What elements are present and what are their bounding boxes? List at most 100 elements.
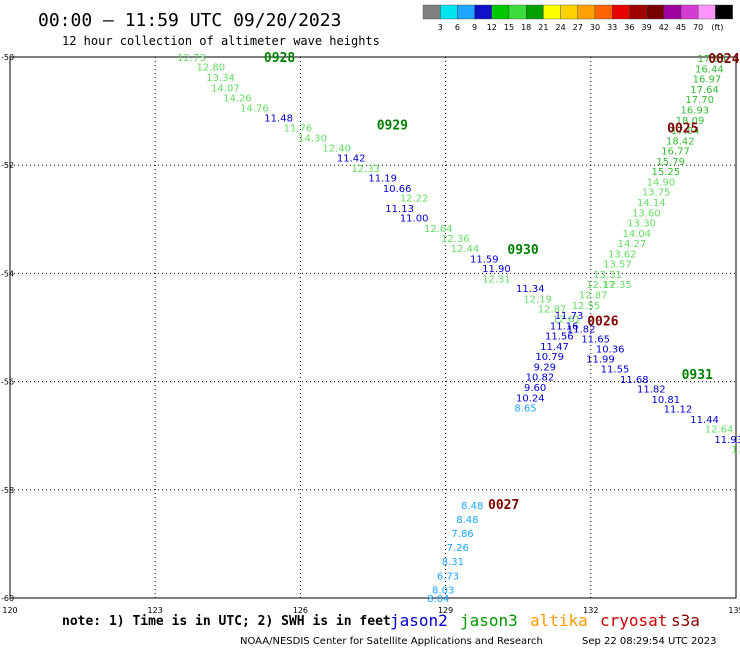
wave-height-value: 11.65 — [581, 334, 610, 345]
wave-height-value: 12.17 — [586, 280, 615, 291]
wave-height-value: 8.48 — [456, 515, 478, 526]
wave-height-value: 14.04 — [622, 229, 651, 240]
colorbar-swatch — [698, 4, 716, 20]
colorbar-label: 21 — [538, 23, 548, 32]
colorbar-swatch — [560, 4, 578, 20]
wave-height-value: 10.36 — [596, 345, 625, 356]
wave-height-value: 17.64 — [690, 85, 719, 96]
wave-height-value: 11.76 — [284, 123, 313, 134]
wave-height-value: 13.60 — [632, 208, 661, 219]
legend-cryosat: cryosat — [600, 611, 667, 630]
wave-height-value: 11.99 — [586, 354, 615, 365]
colorbar-label: 6 — [455, 23, 460, 32]
y-tick-label: -54 — [1, 269, 14, 278]
track-label: 0025 — [667, 121, 698, 136]
y-tick-label: -56 — [1, 378, 14, 387]
wave-height-value: 18.09 — [676, 116, 705, 127]
colorbar-label: 45 — [676, 23, 686, 32]
wave-height-value: 11.12 — [664, 405, 693, 416]
map-grid — [9, 56, 737, 599]
wave-height-value: 8.65 — [514, 404, 536, 415]
satellite-legend: jason2 jason3 altika cryosat s3a — [390, 611, 700, 630]
wave-height-value: 12.31 — [482, 274, 511, 285]
wave-height-value: 11.90 — [482, 264, 511, 275]
wave-height-value: 15.25 — [651, 167, 680, 178]
wave-height-value: 11.34 — [516, 284, 545, 295]
colorbar-swatch — [629, 4, 647, 20]
chart-subtitle: 12 hour collection of altimeter wave hei… — [62, 34, 380, 48]
x-tick-label: 135 — [728, 606, 740, 615]
wave-height-value: 13.31 — [593, 270, 622, 281]
wave-height-value: 14.26 — [223, 94, 252, 105]
wave-height-value: 13.57 — [603, 260, 632, 271]
wave-height-value: 10.24 — [516, 393, 545, 404]
colorbar-label: 3 — [438, 23, 443, 32]
wave-height-value: 12.22 — [400, 194, 429, 205]
wave-height-value: 13.62 — [608, 249, 637, 260]
wave-height-value: 11.47 — [540, 342, 569, 353]
wave-height-value: 14.07 — [211, 83, 240, 94]
colorbar-label: 9 — [472, 23, 477, 32]
track-label: 0931 — [682, 368, 713, 383]
colorbar-label: 24 — [556, 23, 566, 32]
wave-height-value: 11.56 — [545, 332, 574, 343]
colorbar-label: 39 — [642, 23, 652, 32]
colorbar: 3 6 9 12 15 18 21 24 27 30 33 36 39 42 45 70 (ft) — [422, 4, 733, 32]
y-tick-label: -58 — [1, 486, 14, 495]
wave-height-value: 7.26 — [447, 543, 469, 554]
wave-height-value: 10.79 — [535, 352, 564, 363]
wave-height-value: 11.73 — [555, 311, 584, 322]
wave-height-value: 15.79 — [656, 157, 685, 168]
wave-height-value: 12.19 — [523, 294, 552, 305]
wave-height-value: 12.80 — [197, 63, 226, 74]
wave-height-value: 14.27 — [618, 239, 647, 250]
wave-height-value: 12.73 — [177, 53, 206, 64]
colorbar-swatch — [474, 4, 493, 20]
wave-height-value: 18.42 — [666, 136, 695, 147]
wave-height-value: 11.44 — [690, 415, 719, 426]
colorbar-label: 27 — [573, 23, 583, 32]
wave-height-value: 8.31 — [442, 557, 464, 568]
wave-height-value: 11.82 — [637, 385, 666, 396]
colorbar-swatch — [422, 4, 441, 20]
x-tick-label: 132 — [583, 606, 598, 615]
colorbar-label: 30 — [590, 23, 600, 32]
wave-height-value: 12.55 — [572, 301, 601, 312]
wave-height-value: 13.78 — [731, 445, 740, 456]
colorbar-swatch — [646, 4, 664, 20]
y-tick-label: -60 — [1, 594, 14, 603]
wave-height-value: 12.33 — [351, 164, 380, 175]
y-tick-label: -52 — [1, 161, 14, 170]
wave-height-value: 9.29 — [534, 362, 556, 373]
wave-height-value: 11.82 — [567, 325, 596, 336]
track-label: 0024 — [708, 52, 739, 67]
wave-height-value: 8.48 — [461, 501, 483, 512]
wave-height-value: 12.40 — [322, 143, 351, 154]
wave-height-value: 12.44 — [451, 244, 480, 255]
x-tick-label: 123 — [148, 606, 163, 615]
wave-height-labels: 12.7312.8013.3414.0714.2614.7611.4811.76… — [177, 53, 740, 605]
x-tick-label: 120 — [2, 606, 17, 615]
colorbar-swatch — [594, 4, 613, 20]
colorbar-swatch — [612, 4, 630, 20]
footer-credit: NOAA/NESDIS Center for Satellite Applica… — [240, 636, 543, 647]
wave-height-value: 6.73 — [437, 571, 459, 582]
axis-ticks: 120 123 126 129 132 135 -50 -52 -54 -56 -58 -60 — [1, 53, 740, 615]
wave-height-value: 7.86 — [451, 529, 473, 540]
colorbar-swatch — [491, 4, 510, 20]
wave-height-value: 8.03 — [432, 585, 454, 596]
wave-height-value: 12.64 — [424, 224, 453, 235]
wave-height-value: 11.59 — [470, 254, 499, 265]
wave-height-value: 10.81 — [651, 395, 680, 406]
x-tick-label: 129 — [438, 606, 453, 615]
colorbar-swatch — [680, 4, 699, 20]
colorbar-label: 12 — [487, 23, 497, 32]
track-label: 0027 — [488, 498, 519, 513]
wave-height-value: 12.87 — [579, 290, 608, 301]
wave-height-value: 11.55 — [601, 365, 630, 376]
wave-height-value: 10.66 — [383, 184, 412, 195]
wave-height-value: 12.87 — [538, 305, 567, 316]
colorbar-swatch — [457, 4, 475, 20]
colorbar-label: 15 — [504, 23, 514, 32]
